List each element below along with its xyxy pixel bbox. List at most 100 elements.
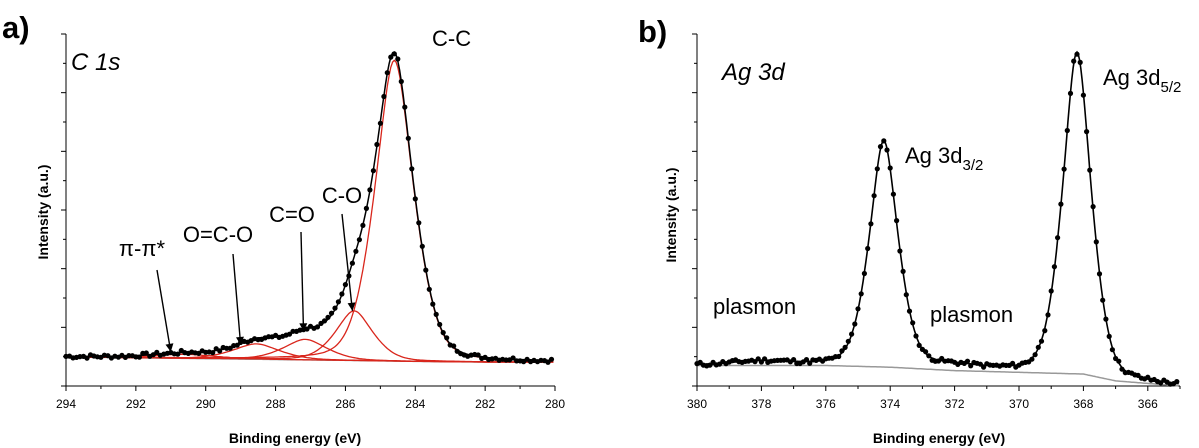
- panel-a-data-point: [405, 135, 411, 141]
- panel-b-data-point: [890, 191, 897, 197]
- panel-b-data-point: [845, 338, 851, 344]
- panel-a-x-tick-label: 290: [196, 397, 216, 411]
- panel-a-data-point: [335, 299, 341, 305]
- panel-b-data-point: [894, 218, 900, 224]
- panel-b-data-point: [1100, 297, 1106, 303]
- panel-b-data-point: [1116, 358, 1122, 364]
- panel-b-x-tick-label: 372: [945, 397, 965, 411]
- panel-a-data-point: [391, 51, 397, 57]
- panel-b-plot-area: [694, 50, 1180, 387]
- panel-b-data-point: [755, 356, 761, 362]
- panel-b-data-point: [903, 292, 909, 298]
- panel-a-x-tick-label: 282: [475, 397, 495, 411]
- panel-b-fit-envelope: [697, 50, 1179, 385]
- panel-a-data-point: [430, 301, 436, 307]
- panel-b-label-ag3d52: Ag 3d5/2: [1103, 65, 1181, 96]
- panel-a-arrow-head: [235, 336, 244, 345]
- panel-a-data-point: [367, 187, 373, 193]
- panel-a-data-point: [353, 248, 359, 254]
- panel-a-annotation-O=C-O: O=C-O: [183, 222, 253, 247]
- panel-b-data-point: [1045, 312, 1051, 318]
- panel-b-x-tick-label: 378: [751, 397, 771, 411]
- panel-a-data-point: [136, 354, 142, 360]
- panel-a-data-point: [325, 314, 331, 320]
- panel-b-label-ag3d32-main: Ag 3d: [905, 143, 963, 168]
- panel-b-data-point: [1077, 59, 1083, 65]
- panel-a-data-point: [412, 196, 418, 202]
- panel-a-title: C 1s: [71, 49, 120, 76]
- panel-a-data-point: [143, 350, 149, 356]
- panel-b-data-point: [803, 357, 810, 363]
- panel-b-data-point: [807, 360, 813, 366]
- panel-a-arrow-head: [299, 323, 308, 332]
- panel-a-x-tick-label: 294: [56, 397, 76, 411]
- panel-a-x-tick-label: 280: [545, 397, 565, 411]
- panel-b-data-point: [842, 344, 848, 350]
- panel-b-data-point: [1093, 239, 1099, 245]
- panel-a-data-point: [444, 335, 450, 341]
- panel-b-data-point: [1090, 204, 1096, 210]
- panel-b-data-point: [1087, 167, 1093, 173]
- panel-b-label-plasmon-1: plasmon: [713, 294, 796, 319]
- panel-b-data-point: [1058, 201, 1064, 207]
- panel-b: b) Ag 3d Intensity (a.u.) Binding energy…: [638, 14, 1181, 446]
- panel-b-data-point: [981, 364, 987, 370]
- panel-b-data-point: [877, 144, 884, 150]
- panel-b-data-point: [964, 358, 971, 364]
- panel-b-data-point: [1174, 379, 1180, 385]
- panel-b-data-point: [839, 348, 845, 354]
- panel-b-data-point: [1038, 338, 1045, 344]
- panel-b-data-point: [1029, 356, 1035, 362]
- panel-a-data-point: [416, 220, 422, 226]
- panel-a-data-point: [510, 355, 516, 361]
- panel-a-arrow-line: [156, 269, 172, 352]
- panel-b-x-tick-label: 366: [1138, 397, 1158, 411]
- panel-a-annotation-C-C: C-C: [432, 26, 471, 51]
- panel-a-data-point: [370, 168, 376, 174]
- panel-b-data-point: [1064, 127, 1070, 134]
- panel-a-data-point: [409, 166, 415, 172]
- panel-b-data-point: [1051, 264, 1057, 270]
- panel-b-data-point: [849, 331, 855, 337]
- panel-a-plot-area: [63, 51, 555, 365]
- panel-a-data-point: [356, 237, 362, 243]
- panel-b-data-point: [861, 270, 868, 277]
- panel-b-data-point: [1103, 316, 1109, 322]
- panel-b-data-point: [858, 291, 864, 297]
- panel-b-title: Ag 3d: [720, 59, 785, 86]
- panel-a-data-point: [332, 305, 338, 311]
- panel-b-data-point: [900, 268, 906, 274]
- panel-b-data-point: [1061, 166, 1067, 172]
- panel-a-arrow-line: [232, 253, 242, 346]
- panel-b-data-point: [758, 359, 765, 365]
- panel-a-data-point: [314, 324, 321, 330]
- panel-b-data-point: [1042, 328, 1048, 334]
- panel-a-data-point: [475, 352, 481, 358]
- panel-b-data-point: [868, 221, 874, 227]
- panel-a-data-point: [384, 70, 390, 76]
- panel-a-data-point: [437, 321, 443, 328]
- panel-b-data-point: [923, 349, 929, 355]
- panel-b-x-tick-label: 380: [687, 397, 707, 411]
- panel-b-y-label: Intensity (a.u.): [663, 168, 679, 263]
- panel-a-data-point: [217, 348, 223, 354]
- panel-b-data-point: [855, 306, 861, 312]
- panel-b-data-point: [1055, 235, 1061, 241]
- panel-b-data-point: [916, 342, 922, 348]
- panel-a-data-point: [388, 54, 394, 60]
- panel-b-label-ag3d32-subscript: 3/2: [963, 157, 984, 174]
- panel-a-arrow-head: [347, 302, 356, 311]
- panel-a-data-point: [175, 351, 181, 357]
- panel-b-data-point: [1119, 366, 1125, 372]
- panel-b-background-line: [697, 364, 1179, 387]
- panel-a-data-point: [381, 93, 387, 100]
- panel-b-data-point: [1084, 129, 1090, 135]
- panel-a-annotation-C=O: C=O: [269, 202, 315, 227]
- panel-b-data-point: [836, 353, 842, 360]
- panel-b-data-point: [1074, 51, 1080, 57]
- panel-a-data-point: [349, 260, 355, 266]
- panel-b-data-point: [1096, 271, 1103, 277]
- panel-a-data-point: [210, 350, 216, 356]
- panel-b-label-ag3d32: Ag 3d3/2: [905, 143, 983, 174]
